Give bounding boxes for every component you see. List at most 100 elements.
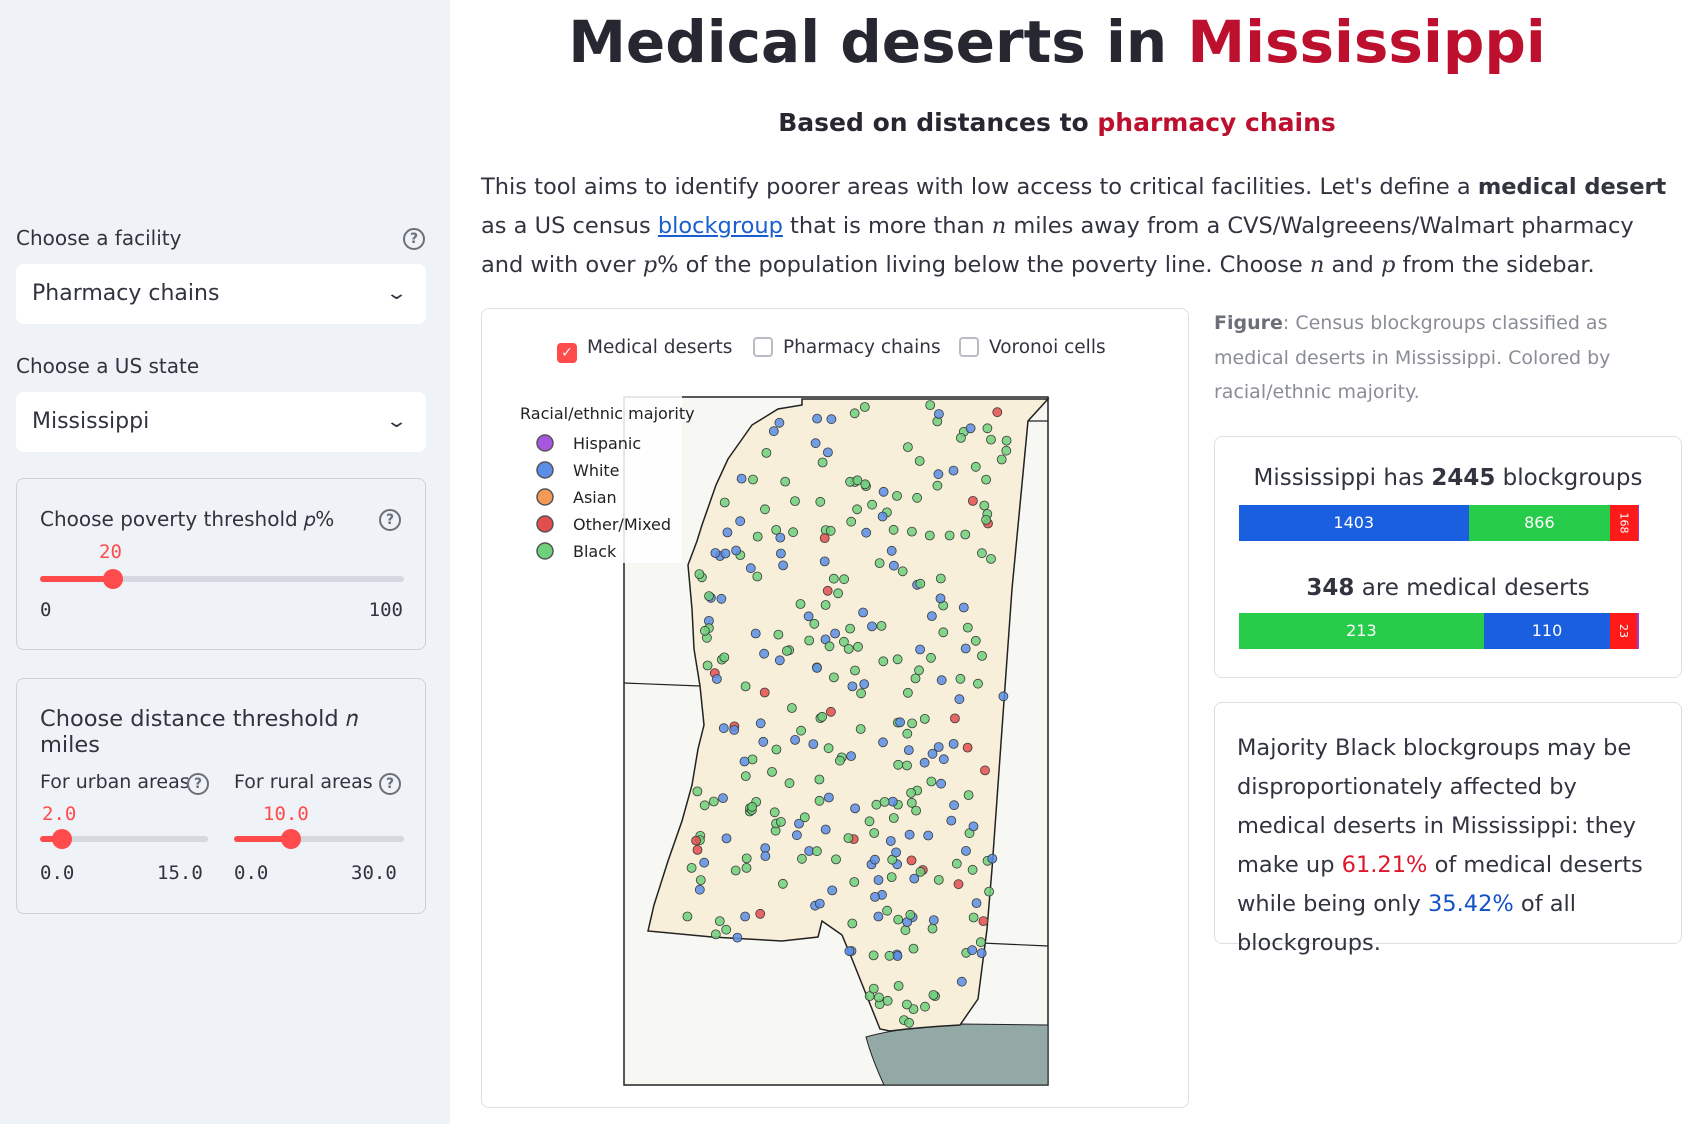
blockgroup-point: [893, 914, 904, 925]
blockgroup-point: [736, 473, 747, 484]
urban-slider[interactable]: [40, 829, 208, 849]
help-icon[interactable]: ?: [379, 509, 401, 531]
checkbox-label: Voronoi cells: [989, 337, 1106, 358]
stat-deserts: 348: [1306, 575, 1355, 601]
blockgroup-point: [903, 745, 914, 756]
rural-slider[interactable]: [234, 829, 404, 849]
bar-segment: 866: [1468, 505, 1611, 541]
blockgroup-point: [953, 879, 964, 890]
blockgroup-point: [761, 447, 772, 458]
checkbox-voronoi-cells[interactable]: Voronoi cells: [959, 337, 1106, 358]
blockgroup-point: [876, 620, 887, 631]
blockgroup-point: [814, 898, 825, 909]
var-n: 𝑛: [991, 213, 1007, 239]
blockgroup-point: [914, 456, 925, 466]
poverty-label: Choose poverty threshold 𝑝%: [40, 507, 335, 531]
blockgroup-point: [850, 803, 861, 814]
legend-marker: [536, 515, 554, 533]
urban-slider-thumb[interactable]: [52, 829, 73, 849]
blockgroup-point: [902, 760, 912, 771]
blockgroup-point: [868, 983, 879, 994]
blockgroup-point: [935, 573, 946, 584]
bar-segment: 213: [1239, 613, 1484, 649]
blockgroup-point: [812, 662, 822, 673]
blockgroup-point: [843, 833, 854, 843]
blockgroup-point: [909, 873, 920, 884]
blockgroup-point: [760, 504, 770, 515]
help-icon[interactable]: ?: [379, 773, 401, 795]
distance-panel: Choose distance threshold 𝑛 miles For ur…: [16, 678, 426, 914]
blockgroup-point: [886, 545, 897, 556]
blockgroup-point: [771, 744, 782, 755]
blockgroup-point: [796, 853, 807, 864]
blockgroup-point: [949, 800, 960, 811]
intro-text: from the sidebar.: [1395, 252, 1595, 278]
blockgroup-point: [830, 628, 841, 639]
blockgroup-point: [855, 724, 866, 734]
blockgroup-point: [759, 648, 770, 659]
intro-text: and: [1324, 252, 1381, 278]
blockgroup-point: [740, 681, 751, 692]
blockgroup-point: [820, 600, 831, 610]
blockgroup-point: [834, 755, 845, 766]
blockgroup-point: [856, 688, 867, 699]
blockgroup-point: [912, 492, 923, 503]
blockgroup-point: [954, 694, 965, 705]
blockgroup-point: [967, 945, 978, 956]
blockgroup-point: [888, 813, 899, 823]
blockgroup-link[interactable]: blockgroup: [657, 213, 783, 239]
blockgroup-point: [888, 560, 899, 571]
stat-text: Mississippi has: [1253, 465, 1432, 491]
blockgroup-point: [719, 652, 730, 663]
blockgroup-point: [978, 916, 989, 926]
state-select[interactable]: Mississippi ⌄: [16, 392, 426, 452]
stat-text: blockgroups: [1495, 465, 1643, 491]
distance-label: Choose distance threshold 𝑛 miles: [40, 706, 358, 758]
blockgroup-point: [811, 846, 822, 857]
facility-select[interactable]: Pharmacy chains ⌄: [16, 264, 426, 324]
blockgroup-point: [871, 799, 882, 810]
blockgroup-point: [686, 863, 697, 873]
blockgroup-point: [808, 739, 819, 750]
intro-bold: medical desert: [1477, 174, 1667, 200]
blockgroup-point: [962, 622, 973, 633]
blockgroup-point: [873, 911, 884, 922]
poverty-slider[interactable]: [40, 569, 404, 589]
blockgroup-point: [928, 990, 939, 1000]
legend-label: Other/Mixed: [573, 515, 671, 534]
blockgroup-point: [711, 674, 722, 684]
figure-caption: Figure: Census blockgroups classified as…: [1214, 306, 1654, 410]
help-icon[interactable]: ?: [403, 228, 425, 250]
blockgroup-point: [981, 474, 992, 485]
facility-label: Choose a facility: [16, 226, 182, 250]
blockgroup-point: [775, 532, 786, 543]
blockgroup-point: [815, 496, 826, 507]
blockgroup-point: [925, 400, 936, 410]
desert-bar: 213 110 23: [1239, 613, 1639, 649]
blockgroup-point: [819, 556, 830, 567]
blockgroup-point: [920, 1001, 930, 1012]
blockgroup-point: [702, 660, 713, 671]
blockgroup-point: [986, 553, 996, 564]
legend-marker: [536, 488, 554, 506]
blockgroup-point: [858, 607, 869, 618]
chevron-down-icon: ⌄: [385, 411, 408, 432]
blockgroup-point: [949, 713, 960, 724]
blockgroup-point: [955, 673, 966, 684]
blockgroup-point: [968, 912, 979, 923]
blockgroup-point: [946, 815, 957, 826]
blockgroup-point: [906, 526, 917, 537]
mississippi-map[interactable]: Racial/ethnic majority Hispanic White Asia…: [482, 309, 1188, 1107]
checkbox-pharmacy-chains[interactable]: Pharmacy chains: [753, 337, 941, 358]
blockgroup-point: [719, 497, 730, 508]
blockgroup-point: [769, 807, 780, 818]
blockgroup-point: [888, 524, 899, 535]
help-icon[interactable]: ?: [187, 773, 209, 795]
rural-slider-thumb[interactable]: [280, 829, 301, 849]
blockgroup-point: [975, 937, 986, 948]
blockgroup-point: [774, 417, 785, 428]
checkbox-medical-deserts[interactable]: ✓ Medical deserts: [557, 337, 732, 363]
poverty-slider-thumb[interactable]: [102, 569, 123, 589]
total-bar: 1403 866 168: [1239, 505, 1639, 541]
blockgroup-point: [759, 687, 770, 698]
